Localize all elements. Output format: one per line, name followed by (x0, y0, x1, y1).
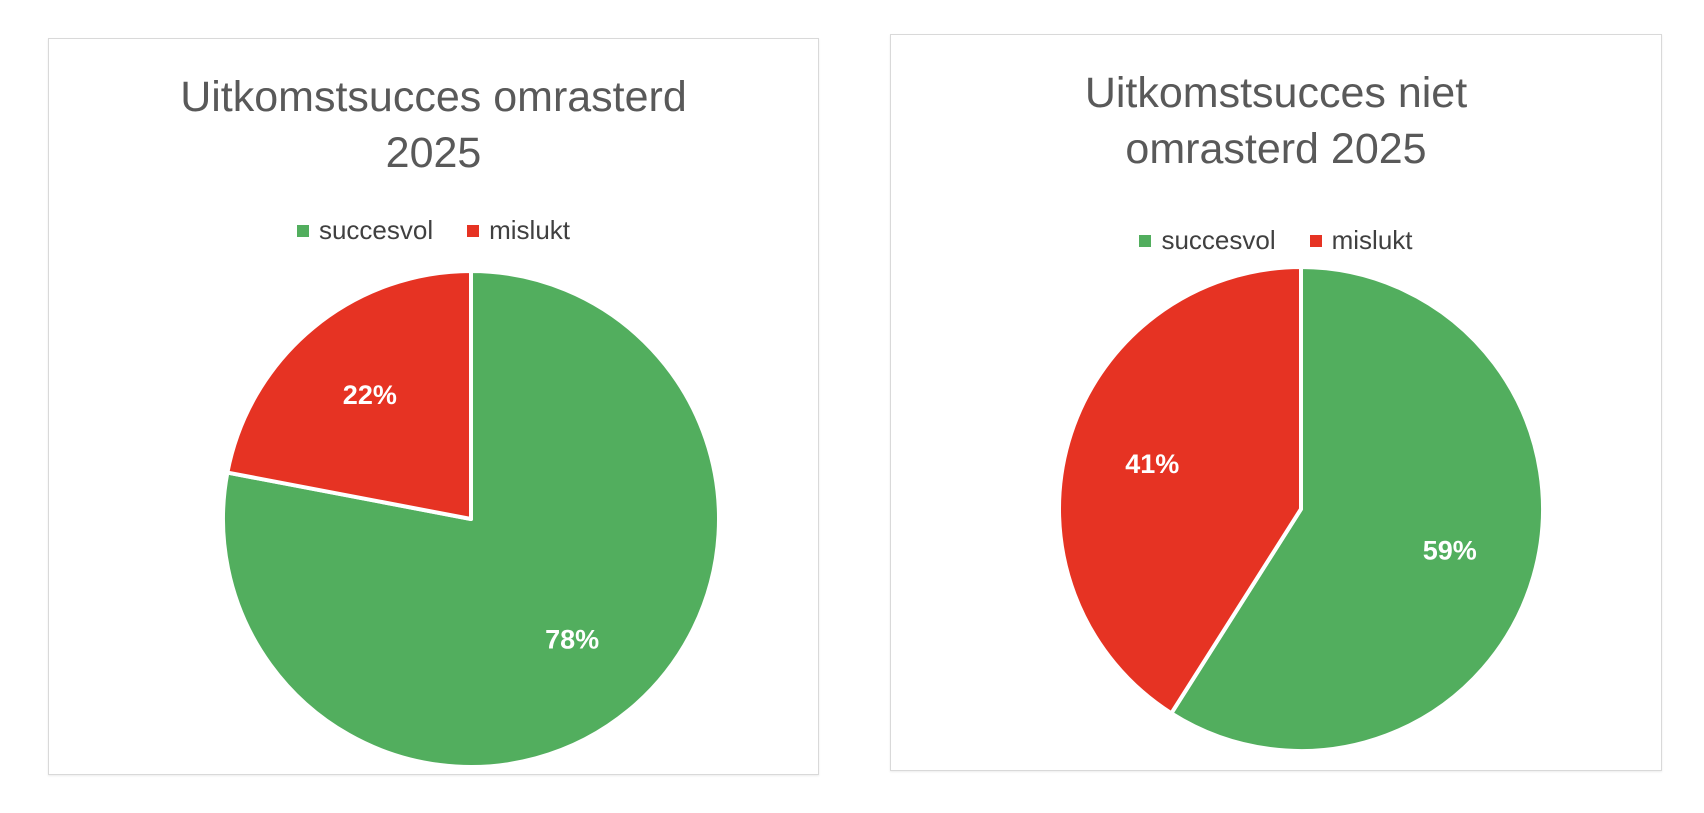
legend: succesvol mislukt (891, 225, 1661, 256)
pie-slice-mislukt (1057, 265, 1303, 716)
legend-swatch-succesvol (296, 224, 309, 237)
pie-chart: 59% 41% (1057, 265, 1545, 753)
legend-label: succesvol (318, 215, 434, 245)
legend-swatch-mislukt (467, 224, 480, 237)
chart-title: Uitkomstsucces omrasterd 2025 (180, 73, 687, 177)
legend-swatch-succesvol (1139, 234, 1152, 247)
legend-swatch-mislukt (1309, 234, 1322, 247)
data-label-mislukt: 41% (1125, 449, 1179, 479)
pie-slice-succesvol (1169, 265, 1545, 753)
data-label-mislukt: 22% (343, 380, 397, 410)
legend-item-succesvol: succesvol (296, 215, 434, 246)
legend-label: mislukt (489, 215, 571, 245)
legend: succesvol mislukt (49, 215, 818, 246)
legend-item-mislukt: mislukt (467, 215, 570, 246)
legend-item-succesvol: succesvol (1139, 225, 1276, 256)
chart-title: Uitkomstsucces niet omrasterd 2025 (1084, 69, 1468, 173)
data-label-succesvol: 59% (1423, 535, 1477, 565)
pie-chart: 78% 22% (221, 269, 721, 769)
chart-panel-omrasterd: Uitkomstsucces omrasterd 2025 succesvol … (48, 38, 819, 775)
legend-label: mislukt (1331, 225, 1413, 255)
data-label-succesvol: 78% (545, 624, 599, 654)
pie-slice-mislukt (225, 269, 473, 521)
legend-item-mislukt: mislukt (1309, 225, 1413, 256)
legend-label: succesvol (1161, 225, 1276, 255)
chart-panel-niet-omrasterd: Uitkomstsucces niet omrasterd 2025 succe… (890, 34, 1662, 771)
